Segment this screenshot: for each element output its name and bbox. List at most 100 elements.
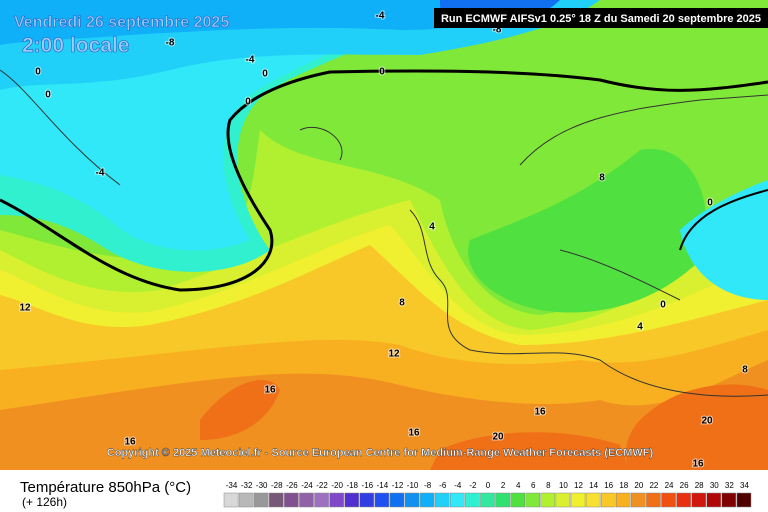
scale-swatch <box>284 492 299 508</box>
copyright: Copyright © 2025 Meteociel.fr - Source E… <box>107 447 654 459</box>
scale-label: 34 <box>740 481 749 490</box>
forecast-time: 2:00 locale <box>22 34 129 57</box>
footer-lead: (+ 126h) <box>22 495 67 509</box>
scale-label: 6 <box>531 481 536 490</box>
scale-swatch <box>253 492 269 508</box>
contour-label: 0 <box>707 198 713 209</box>
contour-label: 0 <box>379 67 385 78</box>
scale-label: 12 <box>574 481 583 490</box>
scale-label: -10 <box>407 481 419 490</box>
scale-label: -4 <box>454 481 462 490</box>
scale-swatch <box>389 492 405 508</box>
contour-label: 0 <box>660 300 666 311</box>
scale-swatch <box>676 492 691 508</box>
scale-swatch <box>706 492 722 508</box>
contour-label: 8 <box>742 365 748 376</box>
contour-label: 4 <box>637 322 643 333</box>
scale-label: 30 <box>710 481 719 490</box>
scale-swatch <box>450 492 465 508</box>
scale-swatch <box>691 492 706 508</box>
scale-label: -20 <box>331 481 343 490</box>
contour-label: 20 <box>492 432 504 443</box>
scale-label: -26 <box>286 481 298 490</box>
scale-label: 26 <box>680 481 689 490</box>
scale-label: -8 <box>424 481 432 490</box>
scale-swatch <box>404 492 420 508</box>
scale-label: 14 <box>589 481 598 490</box>
contour-label: -8 <box>493 25 502 36</box>
contour-label: 8 <box>599 173 605 184</box>
scale-label: -28 <box>271 481 283 490</box>
scale-swatch <box>223 492 239 508</box>
scale-label: 22 <box>649 481 658 490</box>
scale-swatch <box>615 492 631 508</box>
scale-swatch <box>540 492 556 508</box>
scale-label: -6 <box>439 481 447 490</box>
contour-label: 16 <box>124 437 136 448</box>
contour-label: -4 <box>96 168 105 179</box>
scale-swatch <box>510 492 525 508</box>
scale-swatch <box>646 492 661 508</box>
scale-swatch <box>344 492 360 508</box>
scale-swatch <box>299 492 314 508</box>
contour-label: 12 <box>388 349 400 360</box>
contour-label: 12 <box>19 303 31 314</box>
scale-label: 18 <box>619 481 628 490</box>
contour-label: 0 <box>262 69 268 80</box>
scale-swatch <box>585 492 601 508</box>
run-info: Run ECMWF AIFSv1 0.25° 18 Z du Samedi 20… <box>441 13 761 25</box>
scale-label: 0 <box>486 481 491 490</box>
contour-label: 4 <box>429 222 435 233</box>
scale-swatch <box>600 492 616 508</box>
contour-label: 0 <box>35 67 41 78</box>
scale-swatch <box>736 492 752 508</box>
map <box>0 0 768 470</box>
scale-label: -22 <box>316 481 328 490</box>
scale-swatch <box>555 492 571 508</box>
footer-title: Température 850hPa (°C) <box>20 479 191 496</box>
contour-label: 16 <box>534 407 546 418</box>
contour-labels: -8 -4 -8 -4 0 0 0 0 0 -4 4 8 0 8 12 16 0 4 8 16 16 20 20 16 16 12 <box>18 10 749 471</box>
contour-label: 20 <box>701 416 713 427</box>
scale-swatch <box>465 492 480 508</box>
scale-swatch <box>570 492 586 508</box>
scale-label: 10 <box>559 481 568 490</box>
scale-label: 2 <box>501 481 506 490</box>
scale-label: -18 <box>346 481 358 490</box>
scale-label: -34 <box>226 481 238 490</box>
scale-label: -30 <box>256 481 268 490</box>
scale-swatch <box>238 492 254 508</box>
scale-swatch <box>314 492 329 508</box>
scale-label: -14 <box>377 481 389 490</box>
scale-label: 16 <box>604 481 613 490</box>
scale-label: -24 <box>301 481 313 490</box>
contour-label: 0 <box>245 97 251 108</box>
scale-label: 24 <box>665 481 674 490</box>
scale-swatch <box>495 492 510 508</box>
contour-label: -8 <box>166 38 175 49</box>
scale-label: 20 <box>634 481 643 490</box>
scale-swatch <box>374 492 390 508</box>
scale-swatch <box>434 492 450 508</box>
scale-label: 4 <box>516 481 521 490</box>
scale-label: 28 <box>695 481 704 490</box>
contour-label: 16 <box>408 428 420 439</box>
scale-label: -32 <box>241 481 253 490</box>
contour-label: -4 <box>376 11 385 22</box>
scale-swatch <box>329 492 344 508</box>
color-scale: -34 -32 -30 -28 -26 -24 -22 -20 -18 -16 -14 -12 -10-… <box>223 481 752 508</box>
scale-swatch <box>269 492 284 508</box>
scale-label: 32 <box>725 481 734 490</box>
forecast-date: Vendredi 26 septembre 2025 <box>14 14 229 31</box>
contour-label: 16 <box>692 459 704 470</box>
scale-swatch <box>661 492 676 508</box>
run-box <box>434 8 768 28</box>
scale-swatch <box>419 492 435 508</box>
scale-label: -2 <box>469 481 477 490</box>
scale-label: -12 <box>392 481 404 490</box>
contour-label: -4 <box>246 55 255 66</box>
scale-label: 8 <box>546 481 551 490</box>
scale-swatch <box>631 492 646 508</box>
scale-swatch <box>480 492 495 508</box>
